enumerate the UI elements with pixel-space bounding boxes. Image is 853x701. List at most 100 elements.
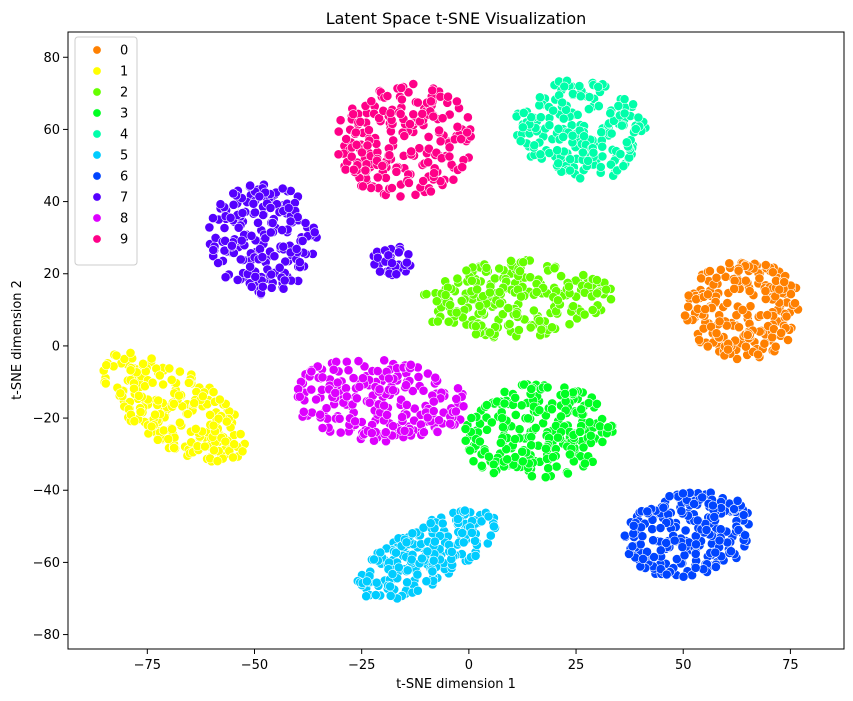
point-class-0: [703, 289, 713, 300]
point-class-4: [553, 123, 564, 134]
point-class-7: [237, 208, 248, 218]
point-class-9: [341, 134, 352, 144]
point-class-6: [655, 545, 666, 556]
point-class-8: [335, 427, 346, 438]
point-class-0: [745, 301, 756, 312]
legend-marker: [92, 192, 102, 202]
point-class-6: [649, 552, 659, 562]
point-class-7: [300, 218, 311, 228]
point-class-9: [396, 94, 407, 105]
point-class-7: [309, 227, 320, 238]
point-class-3: [551, 461, 562, 472]
point-class-3: [523, 413, 533, 424]
point-class-9: [362, 140, 373, 151]
point-class-0: [700, 304, 711, 315]
point-class-1: [133, 390, 144, 401]
point-class-7: [403, 249, 414, 260]
point-class-5: [483, 511, 494, 522]
point-class-4: [557, 97, 568, 108]
point-class-2: [421, 289, 432, 299]
point-class-6: [709, 512, 720, 522]
point-class-8: [321, 403, 332, 414]
point-class-0: [733, 265, 744, 276]
point-class-1: [220, 436, 231, 447]
point-class-0: [754, 273, 765, 284]
point-class-3: [517, 456, 528, 467]
point-class-8: [307, 407, 317, 418]
y-tick-label: 80: [43, 51, 60, 66]
point-class-8: [422, 368, 433, 379]
point-class-4: [617, 120, 627, 131]
point-class-7: [208, 213, 218, 223]
legend-label: 3: [120, 107, 128, 122]
point-class-3: [499, 386, 510, 397]
point-class-2: [587, 305, 598, 315]
point-class-7: [372, 252, 383, 263]
point-class-1: [237, 446, 248, 457]
point-class-9: [380, 172, 391, 183]
point-class-0: [781, 311, 792, 322]
point-class-9: [457, 162, 468, 172]
point-class-0: [753, 349, 763, 360]
point-class-4: [526, 112, 537, 123]
point-class-6: [715, 524, 726, 535]
point-class-9: [403, 87, 414, 98]
point-class-8: [450, 406, 461, 417]
point-class-8: [379, 400, 389, 411]
x-tick-label: 0: [465, 658, 473, 673]
point-class-5: [418, 522, 429, 533]
point-class-9: [406, 146, 417, 157]
point-class-1: [183, 377, 194, 388]
point-class-9: [366, 183, 376, 193]
point-class-7: [258, 210, 268, 220]
point-class-4: [544, 120, 555, 131]
point-class-6: [637, 531, 648, 542]
point-class-4: [535, 112, 546, 123]
point-class-6: [733, 525, 744, 535]
point-class-9: [340, 164, 351, 175]
legend-marker: [92, 171, 102, 181]
point-class-9: [429, 168, 439, 178]
point-class-3: [510, 392, 521, 403]
point-class-8: [428, 406, 439, 416]
point-class-2: [470, 321, 481, 332]
point-class-6: [711, 562, 721, 572]
point-class-3: [540, 472, 551, 483]
point-class-7: [387, 258, 397, 268]
point-class-0: [740, 275, 751, 286]
point-class-3: [516, 400, 527, 411]
point-class-9: [444, 142, 455, 153]
point-class-2: [431, 296, 442, 307]
point-class-9: [456, 134, 466, 144]
point-class-2: [445, 299, 455, 310]
point-class-1: [199, 441, 210, 452]
point-class-7: [253, 217, 263, 228]
point-class-1: [213, 413, 224, 424]
point-class-5: [391, 547, 401, 558]
point-class-9: [437, 113, 448, 124]
point-class-4: [572, 109, 583, 120]
point-class-1: [168, 398, 179, 409]
point-class-3: [585, 430, 596, 441]
y-tick-label: 20: [43, 267, 60, 282]
legend-label: 4: [120, 128, 128, 143]
point-class-5: [401, 537, 412, 548]
point-class-5: [421, 576, 432, 587]
point-class-4: [575, 91, 586, 102]
point-class-4: [565, 154, 576, 165]
point-class-3: [541, 443, 551, 454]
point-class-3: [483, 451, 494, 462]
point-class-0: [702, 341, 713, 352]
point-class-3: [526, 440, 537, 451]
point-class-8: [382, 409, 392, 420]
point-class-5: [458, 537, 469, 548]
point-class-7: [215, 199, 226, 210]
point-class-1: [125, 347, 136, 358]
point-class-9: [350, 127, 361, 138]
point-class-2: [592, 275, 602, 285]
point-class-7: [219, 223, 230, 233]
point-class-7: [246, 281, 257, 292]
point-class-9: [408, 109, 419, 120]
point-class-1: [182, 409, 193, 419]
point-class-6: [701, 525, 712, 535]
